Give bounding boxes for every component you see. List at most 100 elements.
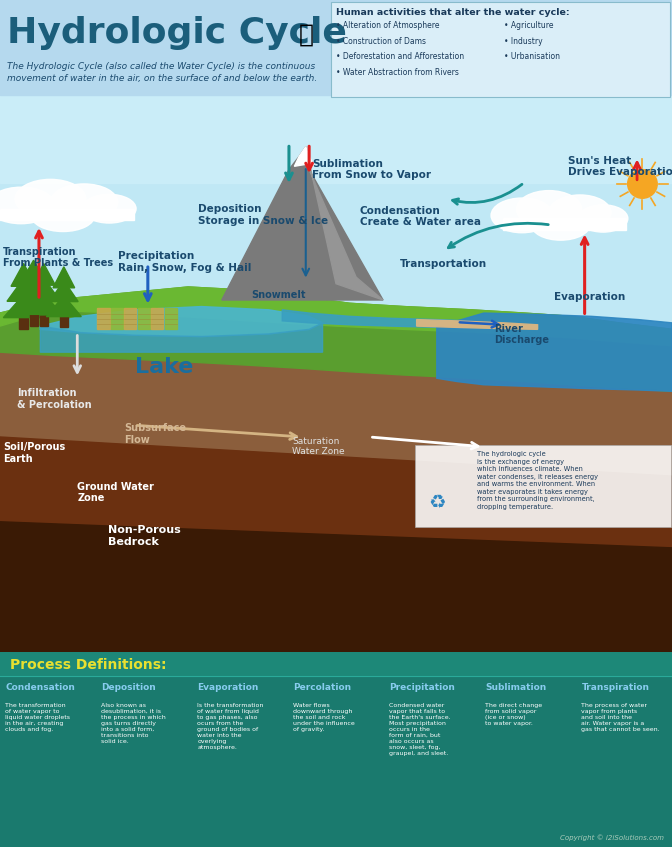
Ellipse shape [532,209,590,241]
Polygon shape [11,263,36,286]
Polygon shape [0,522,672,652]
Polygon shape [20,260,47,283]
Text: Evaporation: Evaporation [198,684,259,692]
Text: Condensation: Condensation [5,684,75,692]
Bar [124,308,136,329]
Text: Infiltration
& Percolation: Infiltration & Percolation [17,388,91,410]
Bar [0,0,672,183]
Text: Also known as
desublimation, it is
the process in which
gas turns directly
into : Also known as desublimation, it is the p… [101,703,166,744]
Polygon shape [0,444,672,529]
Text: The Hydrologic Cycle (also called the Water Cycle) is the continuous
movement of: The Hydrologic Cycle (also called the Wa… [7,62,317,83]
Text: Process Definitions:: Process Definitions: [10,658,167,672]
Text: Lake: Lake [136,357,194,377]
Text: Deposition: Deposition [101,684,156,692]
Polygon shape [32,263,55,285]
Polygon shape [282,310,504,329]
Polygon shape [222,147,383,300]
Bar [60,315,68,328]
Ellipse shape [50,184,118,220]
Bar [111,308,123,329]
Text: • Alteration of Atmosphere: • Alteration of Atmosphere [336,21,439,30]
Bar [151,308,163,329]
Text: The transformation
of water vapor to
liquid water droplets
in the air, creating
: The transformation of water vapor to liq… [5,703,71,732]
Bar [503,219,626,230]
Text: 💧: 💧 [298,23,313,47]
Text: Condensed water
vapor that falls to
the Earth's surface.
Most precipitation
occu: Condensed water vapor that falls to the … [389,703,451,756]
Polygon shape [0,287,672,346]
Text: Hydrologic Cycle: Hydrologic Cycle [7,16,347,50]
Text: Deposition
Storage in Snow & Ice: Deposition Storage in Snow & Ice [198,204,329,226]
Polygon shape [294,147,314,166]
Text: • Deforestation and Afforestation: • Deforestation and Afforestation [336,53,464,61]
Polygon shape [0,529,672,652]
Text: Ground Water
Zone: Ground Water Zone [77,482,154,503]
Bar [30,313,38,326]
Polygon shape [0,313,672,444]
Bar [138,308,150,329]
Ellipse shape [31,199,95,231]
Text: Saturation
Water Zone: Saturation Water Zone [292,437,345,457]
Polygon shape [46,296,81,317]
Text: Sublimation
From Snow to Vapor: Sublimation From Snow to Vapor [312,158,431,180]
Text: Percolation: Percolation [294,684,351,692]
Ellipse shape [549,195,611,230]
Polygon shape [0,339,672,476]
Text: River
Discharge: River Discharge [494,324,549,346]
Text: Soil/Porous
Earth: Soil/Porous Earth [3,442,66,464]
Text: Subsurface
Flow: Subsurface Flow [124,423,186,445]
Text: The hydrologic cycle
is the exchange of energy
which influences climate. When
wa: The hydrologic cycle is the exchange of … [477,451,598,510]
Circle shape [628,169,657,198]
Text: Condensation
Create & Water area: Condensation Create & Water area [360,206,480,227]
Text: Precipitation
Rain, Snow, Fog & Hail: Precipitation Rain, Snow, Fog & Hail [118,252,251,273]
Polygon shape [0,287,672,391]
Text: Human activities that alter the water cycle:: Human activities that alter the water cy… [336,8,570,18]
Bar [97,308,110,329]
Text: Is the transformation
of water from liquid
to gas phases, also
ocurs from the
gr: Is the transformation of water from liqu… [198,703,263,750]
Text: Evaporation: Evaporation [554,291,626,302]
Text: Precipitation: Precipitation [389,684,455,692]
Polygon shape [25,293,62,315]
Text: • Water Abstraction from Rivers: • Water Abstraction from Rivers [336,68,459,77]
Text: The direct change
from solid vapor
(ice or snow)
to water vapor.: The direct change from solid vapor (ice … [485,703,542,726]
Text: Transpiration: Transpiration [581,684,649,692]
Text: • Urbanisation: • Urbanisation [504,53,560,61]
Text: Sublimation: Sublimation [485,684,546,692]
Text: Transportation: Transportation [400,259,487,269]
Polygon shape [0,587,672,652]
Bar [0,208,134,220]
Text: • Industry: • Industry [504,36,542,46]
Ellipse shape [517,191,581,228]
Text: The process of water
vapor from plants
and soil into the
air. Water vapor is a
g: The process of water vapor from plants a… [581,703,660,732]
Ellipse shape [82,194,136,223]
Polygon shape [12,291,55,314]
FancyBboxPatch shape [331,2,670,97]
Text: Sun's Heat
Drives Evaporation: Sun's Heat Drives Evaporation [568,156,672,177]
Polygon shape [50,280,78,302]
Polygon shape [7,279,40,302]
Polygon shape [0,313,81,652]
Polygon shape [40,323,323,352]
Polygon shape [16,275,51,298]
Polygon shape [437,313,672,391]
Text: ♻: ♻ [428,493,446,512]
Text: • Agriculture: • Agriculture [504,21,554,30]
Polygon shape [0,313,672,444]
Text: Transpiration
From Plants & Trees: Transpiration From Plants & Trees [3,246,114,268]
Bar [165,308,177,329]
Polygon shape [28,278,59,300]
Bar [19,316,28,329]
Polygon shape [0,444,672,529]
Bar [0,0,672,95]
Bar [40,313,48,326]
FancyBboxPatch shape [415,445,671,527]
Polygon shape [40,307,323,336]
Polygon shape [306,147,383,300]
Polygon shape [53,267,75,288]
Text: Copyright © i2iSolutions.com: Copyright © i2iSolutions.com [560,834,664,841]
Ellipse shape [15,180,86,219]
Text: Non-Porous
Bedrock: Non-Porous Bedrock [108,525,181,547]
Ellipse shape [0,187,54,224]
Text: • Construction of Dams: • Construction of Dams [336,36,426,46]
Polygon shape [417,319,538,329]
Bar [0,652,672,676]
